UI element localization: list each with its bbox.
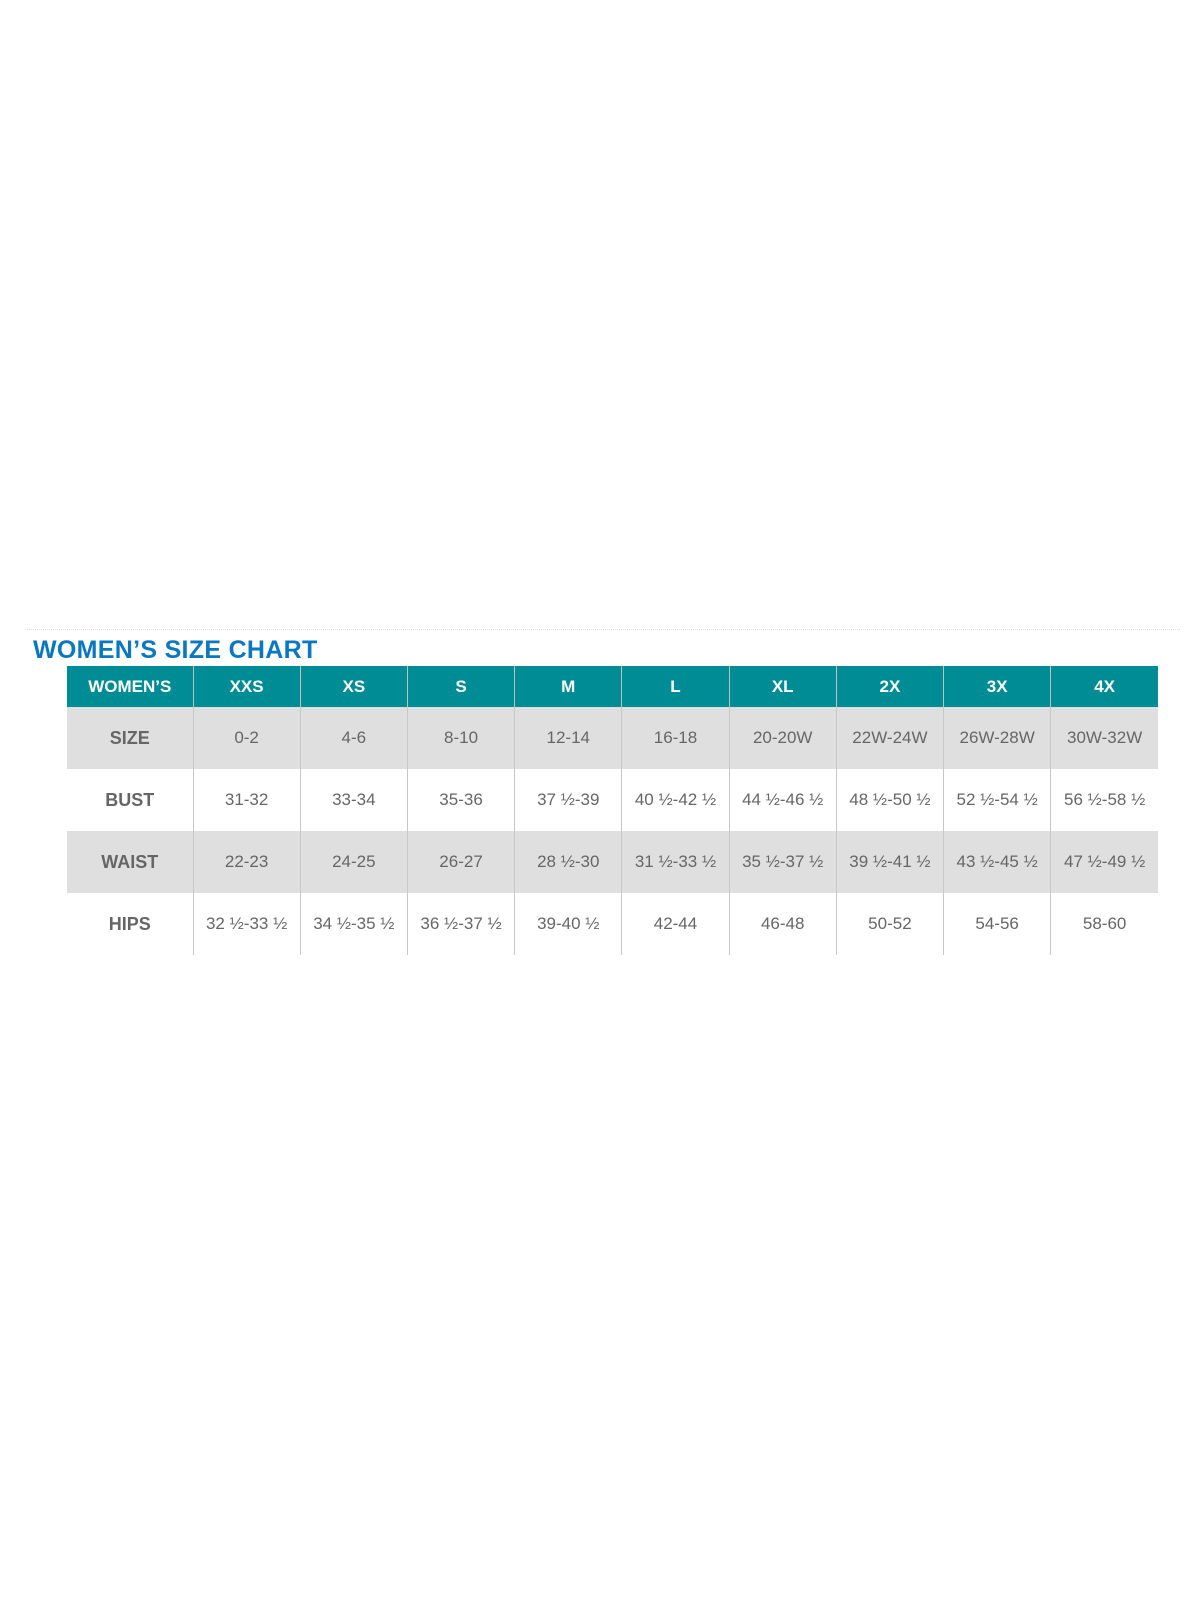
table-row-waist: WAIST 22-23 24-25 26-27 28 ½-30 31 ½-33 ½ 35 ½… xyxy=(67,831,1158,893)
table-cell: 24-25 xyxy=(299,831,408,893)
header-size: XS xyxy=(299,666,408,707)
table-cell: 58-60 xyxy=(1050,893,1158,955)
table-cell: 31 ½-33 ½ xyxy=(621,831,730,893)
page-title: WOMEN’S SIZE CHART xyxy=(33,636,318,664)
table-cell: 50-52 xyxy=(835,893,944,955)
table-cell: 35-36 xyxy=(406,769,515,831)
table-cell: 22-23 xyxy=(192,831,301,893)
table-cell: 0-2 xyxy=(192,707,301,769)
header-size: S xyxy=(406,666,515,707)
table-cell: 46-48 xyxy=(728,893,837,955)
table-cell: 34 ½-35 ½ xyxy=(299,893,408,955)
table-row-bust: BUST 31-32 33-34 35-36 37 ½-39 40 ½-42 ½ 44 ½-… xyxy=(67,769,1158,831)
table-cell: 42-44 xyxy=(621,893,730,955)
table-row-hips: HIPS 32 ½-33 ½ 34 ½-35 ½ 36 ½-37 ½ 39-40 ½ 42… xyxy=(67,893,1158,955)
header-size: 2X xyxy=(835,666,944,707)
table-cell: 43 ½-45 ½ xyxy=(943,831,1051,893)
row-label: SIZE xyxy=(67,707,193,769)
table-cell: 16-18 xyxy=(621,707,730,769)
table-cell: 52 ½-54 ½ xyxy=(943,769,1051,831)
header-size: 4X xyxy=(1050,666,1158,707)
table-cell: 32 ½-33 ½ xyxy=(192,893,301,955)
table-cell: 35 ½-37 ½ xyxy=(728,831,837,893)
table-cell: 8-10 xyxy=(406,707,515,769)
table-cell: 39 ½-41 ½ xyxy=(835,831,944,893)
table-cell: 36 ½-37 ½ xyxy=(406,893,515,955)
table-cell: 30W-32W xyxy=(1050,707,1158,769)
table-cell: 22W-24W xyxy=(835,707,944,769)
table-cell: 26-27 xyxy=(406,831,515,893)
table-cell: 47 ½-49 ½ xyxy=(1050,831,1158,893)
size-chart-table: WOMEN’S XXS XS S M L XL 2X 3X 4X SIZE 0-2 4-6 8-10 12… xyxy=(67,666,1158,955)
table-cell: 40 ½-42 ½ xyxy=(621,769,730,831)
table-cell: 28 ½-30 xyxy=(514,831,622,893)
table-cell: 4-6 xyxy=(299,707,408,769)
table-cell: 20-20W xyxy=(728,707,837,769)
header-size: M xyxy=(514,666,622,707)
row-label: HIPS xyxy=(108,913,151,934)
table-cell: 44 ½-46 ½ xyxy=(728,769,837,831)
table-cell: 39-40 ½ xyxy=(514,893,622,955)
header-category: WOMEN’S xyxy=(67,666,193,707)
table-row-size: SIZE 0-2 4-6 8-10 12-14 16-18 20-20W 22W-24W 26W… xyxy=(67,707,1158,769)
table-cell: 54-56 xyxy=(943,893,1051,955)
table-cell: 48 ½-50 ½ xyxy=(835,769,944,831)
table-cell: 31-32 xyxy=(192,769,301,831)
row-label: WAIST xyxy=(67,831,193,893)
table-cell: 12-14 xyxy=(514,707,622,769)
table-cell: 33-34 xyxy=(299,769,408,831)
header-size: L xyxy=(621,666,730,707)
table-cell: 26W-28W xyxy=(943,707,1051,769)
table-cell: 37 ½-39 xyxy=(514,769,622,831)
header-size: 3X xyxy=(943,666,1051,707)
header-row: WOMEN’S XXS XS S M L XL 2X 3X 4X xyxy=(67,666,1158,707)
row-label: BUST xyxy=(105,789,155,810)
header-size: XXS xyxy=(192,666,301,707)
table-cell: 56 ½-58 ½ xyxy=(1050,769,1158,831)
header-size: XL xyxy=(728,666,837,707)
dotted-divider xyxy=(27,629,1180,630)
